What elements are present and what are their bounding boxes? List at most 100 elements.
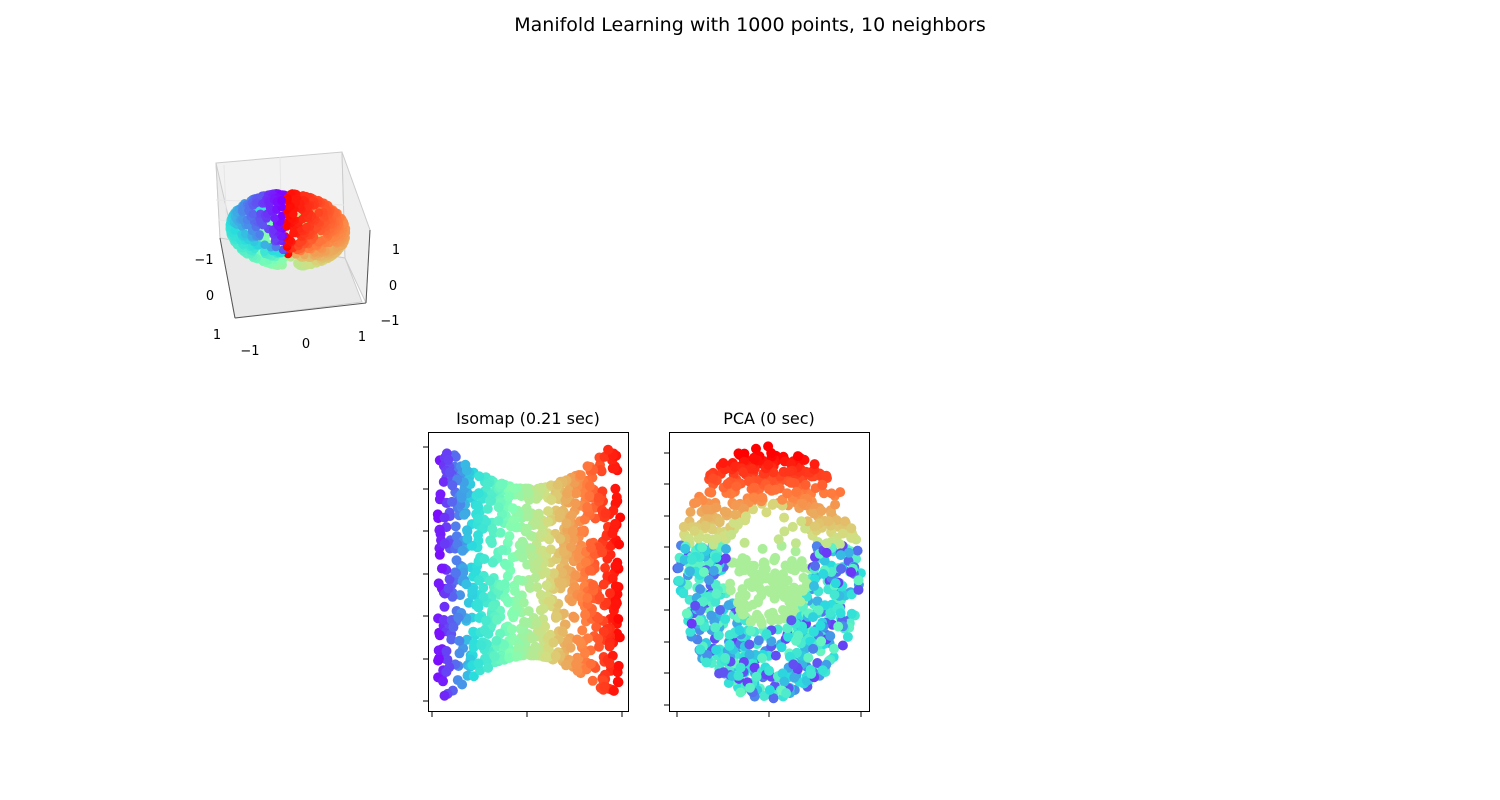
data-point xyxy=(540,621,551,632)
data-point xyxy=(455,590,466,601)
data-point xyxy=(610,600,621,611)
data-point xyxy=(803,652,814,663)
data-point xyxy=(248,209,258,219)
data-point xyxy=(434,549,445,560)
data-point xyxy=(448,622,459,633)
data-point xyxy=(706,610,717,621)
data-point xyxy=(495,527,506,538)
data-point xyxy=(773,534,784,545)
data-point xyxy=(610,483,621,494)
pca-points xyxy=(672,441,866,704)
data-point xyxy=(721,507,732,518)
data-point xyxy=(435,489,446,500)
data-point xyxy=(808,626,819,637)
data-point xyxy=(543,506,554,517)
data-point xyxy=(674,575,684,586)
data-point xyxy=(579,514,590,525)
data-point xyxy=(474,471,485,482)
data-point xyxy=(541,651,552,662)
data-point xyxy=(517,536,528,547)
data-point xyxy=(582,502,593,513)
data-point xyxy=(439,538,450,549)
data-point xyxy=(725,578,736,589)
data-point xyxy=(439,512,450,523)
data-point xyxy=(302,222,311,232)
data-point xyxy=(689,526,700,536)
data-point xyxy=(509,586,520,596)
data-point xyxy=(769,613,780,624)
data-point xyxy=(570,570,581,581)
data-point xyxy=(487,524,498,535)
axes3d-ticks: −1 0 1 −1 0 1 1 0 −1 xyxy=(194,243,400,359)
data-point xyxy=(790,538,801,549)
data-point xyxy=(577,625,588,636)
data-point xyxy=(749,454,760,464)
data-point xyxy=(793,630,804,641)
data-point xyxy=(760,563,771,574)
data-point xyxy=(701,657,712,668)
data-point xyxy=(460,459,471,470)
data-point xyxy=(755,614,765,625)
data-point xyxy=(613,614,624,624)
data-point xyxy=(708,565,719,576)
data-point xyxy=(240,229,250,239)
data-point xyxy=(575,470,586,481)
data-point xyxy=(473,575,484,586)
data-point xyxy=(481,615,491,626)
data-point xyxy=(724,630,735,640)
data-point xyxy=(450,521,461,532)
data-point xyxy=(488,600,499,611)
data-point xyxy=(436,563,447,574)
data-point xyxy=(701,504,712,515)
data-point xyxy=(557,567,568,578)
data-point xyxy=(540,567,551,577)
data-point xyxy=(738,503,749,514)
data-point xyxy=(441,646,452,656)
data-point xyxy=(454,648,465,659)
data-point xyxy=(584,491,595,501)
data-point xyxy=(608,685,619,696)
data-point xyxy=(277,196,286,205)
data-point xyxy=(733,670,744,681)
data-point xyxy=(588,580,599,590)
data-point xyxy=(519,616,529,627)
data-point xyxy=(788,589,799,600)
data-point xyxy=(843,547,854,558)
data-point xyxy=(784,466,795,477)
data-point xyxy=(764,685,775,695)
data-point xyxy=(504,491,515,502)
data-point xyxy=(685,566,695,577)
data-point xyxy=(447,496,457,507)
data-point xyxy=(433,645,444,656)
data-point xyxy=(610,518,621,529)
data-point xyxy=(598,579,609,590)
data-point xyxy=(763,459,774,470)
data-point xyxy=(708,473,719,484)
data-point xyxy=(558,546,569,557)
data-point xyxy=(695,584,706,595)
data-point xyxy=(793,561,804,572)
data-point xyxy=(779,676,790,687)
data-point xyxy=(700,520,711,531)
data-point xyxy=(593,613,604,624)
data-point xyxy=(787,521,798,532)
data-point xyxy=(782,623,793,634)
figure-title: Manifold Learning with 1000 points, 10 n… xyxy=(514,14,985,36)
data-point xyxy=(447,480,458,491)
data-point xyxy=(730,500,741,511)
data-point xyxy=(508,484,519,494)
data-point xyxy=(757,543,768,554)
data-point xyxy=(479,554,490,564)
isomap-axes-frame xyxy=(428,432,629,712)
data-point xyxy=(798,585,808,596)
data-point xyxy=(586,542,596,553)
data-point xyxy=(433,578,444,589)
data-point xyxy=(593,633,604,644)
data-point xyxy=(438,615,449,625)
data-point xyxy=(497,545,508,555)
data-point xyxy=(768,693,779,704)
data-point xyxy=(732,597,743,608)
data-point xyxy=(745,625,756,636)
data-point xyxy=(582,593,593,603)
data-point xyxy=(441,666,452,677)
